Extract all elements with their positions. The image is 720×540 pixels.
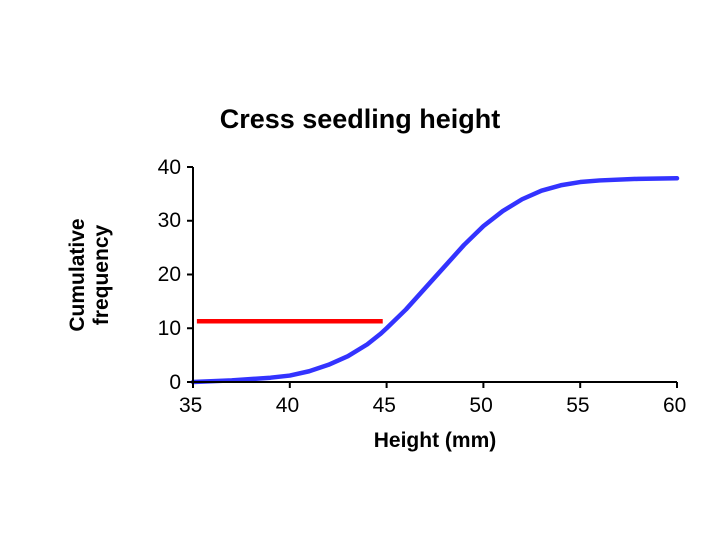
chart-svg bbox=[0, 0, 720, 540]
x-tick-label: 60 bbox=[663, 394, 686, 418]
x-tick-label: 50 bbox=[469, 394, 492, 418]
y-tick-label: 10 bbox=[158, 317, 181, 341]
x-tick-label: 35 bbox=[179, 394, 202, 418]
y-tick-label: 40 bbox=[158, 156, 181, 180]
y-tick-label: 0 bbox=[169, 371, 181, 395]
x-tick-label: 55 bbox=[566, 394, 589, 418]
chart-container: Cress seedling height Cumulativefrequenc… bbox=[0, 0, 720, 540]
y-tick-label: 20 bbox=[158, 263, 181, 287]
x-tick-label: 45 bbox=[373, 394, 396, 418]
y-tick-label: 30 bbox=[158, 209, 181, 233]
x-tick-label: 40 bbox=[276, 394, 299, 418]
